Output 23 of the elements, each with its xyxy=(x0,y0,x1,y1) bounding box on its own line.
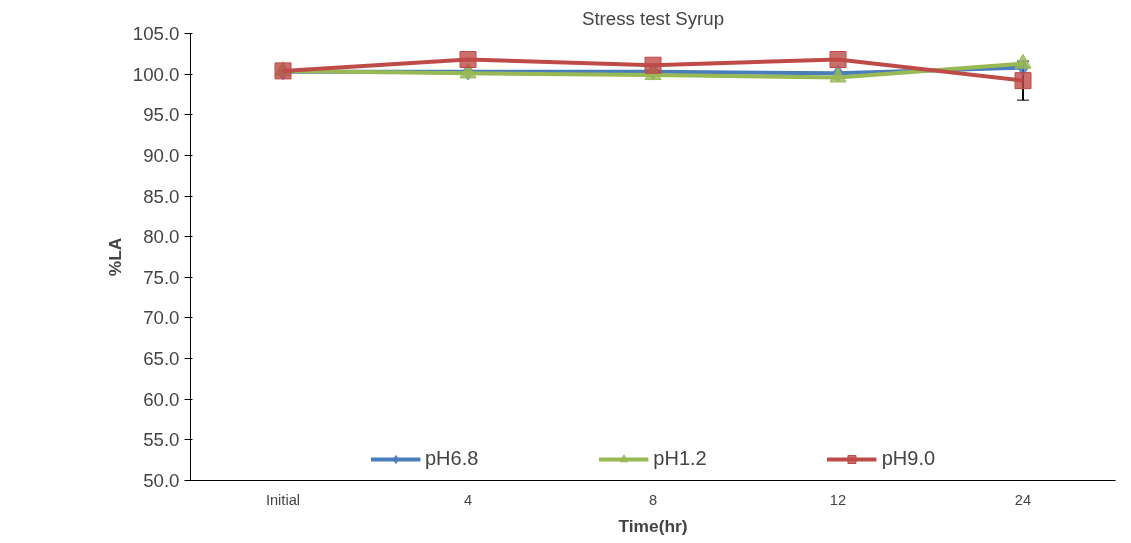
x-tick-label: 24 xyxy=(1014,491,1032,508)
y-tick-label: 85.0 xyxy=(143,185,180,207)
y-tick-label: 75.0 xyxy=(143,266,180,288)
y-tick-label: 70.0 xyxy=(143,307,180,329)
y-tick-label: 65.0 xyxy=(143,348,180,370)
x-axis-title: Time(hr) xyxy=(618,515,688,536)
legend-label: pH9.0 xyxy=(881,447,936,470)
x-tick-label: 8 xyxy=(648,491,658,508)
y-tick-label: 95.0 xyxy=(143,104,180,126)
y-axis-title: %LA xyxy=(104,237,125,277)
legend-label: pH6.8 xyxy=(424,447,479,470)
y-tick-label: 100.0 xyxy=(132,63,180,85)
y-tick-label: 60.0 xyxy=(143,388,180,410)
y-tick-label: 90.0 xyxy=(143,144,180,166)
y-tick-label: 55.0 xyxy=(143,429,180,451)
y-tick-label: 50.0 xyxy=(143,470,180,491)
x-tick-label: 12 xyxy=(829,491,847,508)
y-tick-label: 80.0 xyxy=(143,226,180,248)
chart-title: Stress test Syrup xyxy=(581,7,725,29)
x-tick-label: Initial xyxy=(265,491,301,508)
legend-label: pH1.2 xyxy=(653,447,707,470)
x-tick-label: 4 xyxy=(463,491,473,508)
y-tick-label: 105.0 xyxy=(132,23,180,44)
